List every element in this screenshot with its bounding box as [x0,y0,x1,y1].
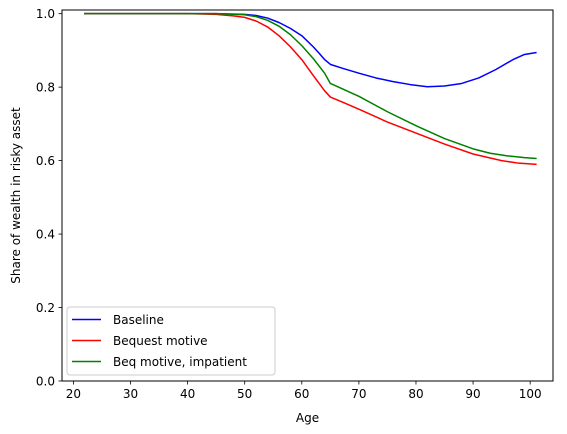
x-tick-label: 70 [351,387,366,401]
x-tick-label: 60 [294,387,309,401]
x-tick-label: 20 [66,387,81,401]
y-tick-label: 0.4 [36,228,55,242]
y-tick-label: 0.2 [36,301,55,315]
y-tick-label: 0.6 [36,154,55,168]
legend-label-baseline: Baseline [113,313,164,327]
x-tick-label: 80 [408,387,423,401]
y-tick-label: 0.8 [36,81,55,95]
x-tick-label: 50 [237,387,252,401]
x-tick-label: 90 [465,387,480,401]
x-tick-label: 100 [519,387,542,401]
x-tick-label: 40 [180,387,195,401]
legend-label-beq-motive-impatient: Beq motive, impatient [113,355,247,369]
x-tick-label: 30 [123,387,138,401]
plot-frame [61,9,554,382]
x-axis-ticks: 20 30 40 50 60 70 80 90 100 [66,381,542,401]
y-axis-label: Share of wealth in risky asset [9,107,23,284]
legend-frame [66,306,276,376]
y-axis-ticks: 0.0 0.2 0.4 0.6 0.8 1.0 [36,7,62,389]
series-layer [84,12,537,166]
legend-label-bequest-motive: Bequest motive [113,334,208,348]
y-tick-label: 1.0 [36,7,55,21]
series-line-2 [84,12,537,160]
legend: Baseline Bequest motive Beq motive, impa… [66,306,276,376]
x-axis-label: Age [296,411,319,425]
y-tick-label: 0.0 [36,375,55,389]
series-line-1 [84,12,537,166]
